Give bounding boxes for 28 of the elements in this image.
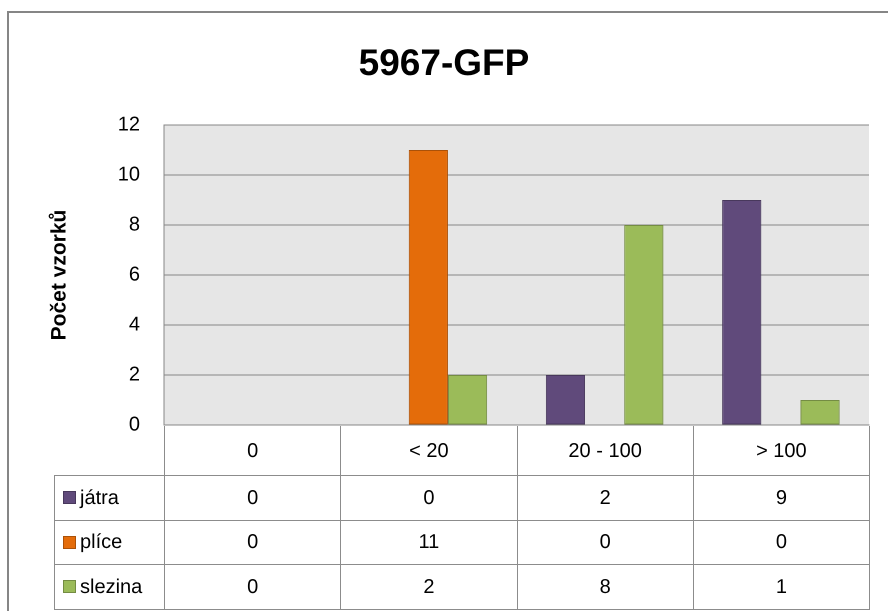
data-label: 2 [423,576,434,598]
data-label: 0 [247,576,258,598]
y-tick-label: 2 [128,364,140,386]
y-tick-label: 10 [118,164,140,186]
x-tick-label: > 100 [756,440,807,462]
data-label: 8 [600,576,611,598]
y-axis-title: Počet vzorků [47,210,70,340]
y-tick-label: 8 [128,214,140,236]
x-tick-label: 0 [247,440,258,462]
data-label: 0 [423,486,434,509]
y-tick-label: 4 [128,314,140,336]
chart-title: 5967-GFP [358,42,530,83]
legend-label: slezina [80,576,142,598]
legend-label: plíce [80,531,122,554]
data-label: 1 [776,576,787,598]
data-label: 0 [247,531,258,554]
data-label: 2 [600,486,611,509]
y-tick-label: 12 [118,114,140,136]
data-label: 11 [418,531,440,554]
data-label: 9 [776,486,787,509]
data-label: 0 [776,531,787,554]
x-tick-label: < 20 [409,440,449,462]
legend-label: játra [80,486,119,509]
x-tick-label: 20 - 100 [568,440,642,462]
data-label: 0 [247,486,258,509]
y-tick-label: 0 [128,414,140,436]
y-tick-label: 6 [128,264,140,286]
data-label: 0 [600,531,611,554]
